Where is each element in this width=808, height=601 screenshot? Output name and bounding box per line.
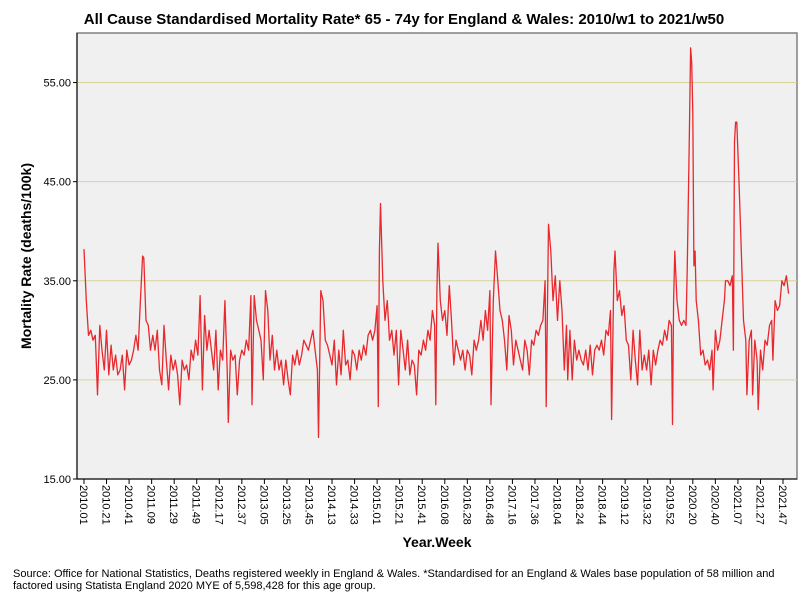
x-tick-label: 2020.20 <box>686 485 698 525</box>
x-tick-label: 2010.01 <box>77 485 89 525</box>
x-tick-label: 2015.01 <box>370 485 382 525</box>
x-tick-label: 2010.21 <box>100 485 112 525</box>
y-tick-label: 15.00 <box>43 474 71 486</box>
x-tick-label: 2019.12 <box>618 485 630 525</box>
x-tick-label: 2013.45 <box>302 485 314 525</box>
x-tick-label: 2013.05 <box>257 485 269 525</box>
chart-title: All Cause Standardised Mortality Rate* 6… <box>83 11 725 28</box>
x-tick-label: 2021.07 <box>731 485 743 525</box>
x-tick-label: 2014.13 <box>325 485 337 525</box>
plot-area <box>76 32 798 480</box>
x-tick-label: 2014.33 <box>348 485 360 525</box>
x-tick-label: 2018.04 <box>551 485 563 525</box>
x-tick-label: 2017.16 <box>505 485 517 525</box>
source-note: Source: Office for National Statistics, … <box>13 568 793 592</box>
series-line <box>83 47 790 439</box>
x-tick-label: 2015.21 <box>393 485 405 525</box>
y-tick-label: 35.00 <box>43 276 71 288</box>
x-tick-label: 2017.36 <box>528 485 540 525</box>
x-tick-label: 2012.37 <box>235 485 247 525</box>
line-chart: 15.00 25.00 35.00 45.00 55.00 2010.01 2010.21 2… <box>18 32 798 550</box>
x-tick-label: 2011.09 <box>145 485 157 524</box>
x-tick-label: 2012.17 <box>212 485 224 525</box>
x-tick-label: 2013.25 <box>280 485 292 525</box>
x-tick-label: 2016.08 <box>438 485 450 525</box>
x-axis-label: Year.Week <box>402 534 471 550</box>
x-tick-label: 2021.47 <box>776 485 788 525</box>
x-tick-label: 2011.29 <box>167 485 179 524</box>
x-tick-label: 2015.41 <box>415 485 427 525</box>
x-tick-label: 2016.28 <box>460 485 472 525</box>
x-tick-label: 2016.48 <box>483 485 495 525</box>
x-tick-label: 2020.40 <box>708 485 720 525</box>
source-note-line-2: factored using Statista England 2020 MYE… <box>13 580 376 592</box>
source-note-line-1: Source: Office for National Statistics, … <box>13 568 775 580</box>
x-tick-label: 2018.24 <box>573 485 585 525</box>
y-tick-label: 55.00 <box>43 78 71 90</box>
x-tick-label: 2021.27 <box>753 485 765 525</box>
y-tick-label: 25.00 <box>43 375 71 387</box>
x-tick-label: 2011.49 <box>190 485 202 524</box>
y-axis-label: Mortality Rate (deaths/100k) <box>18 163 34 349</box>
y-tick-label: 45.00 <box>43 177 71 189</box>
x-tick-label: 2019.52 <box>663 485 675 525</box>
x-tick-label: 2010.41 <box>122 485 134 525</box>
x-tick-label: 2019.32 <box>641 485 653 525</box>
x-tick-label: 2018.44 <box>596 485 608 525</box>
